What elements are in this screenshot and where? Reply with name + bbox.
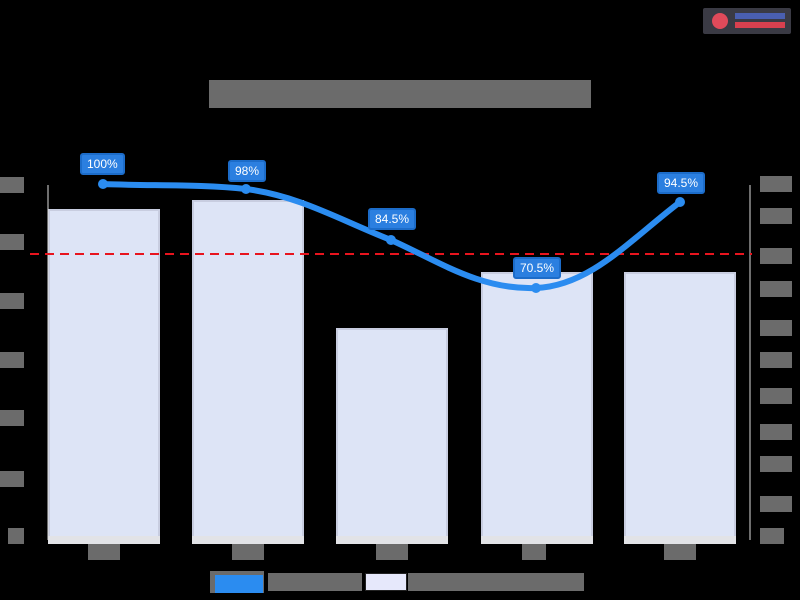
bar-3[interactable] — [336, 328, 448, 538]
x-axis-label: [cat3] — [376, 544, 408, 560]
logo-text-line-2 — [735, 22, 785, 28]
data-label: 84.5% — [368, 208, 417, 230]
bar-base — [336, 536, 448, 544]
brand-logo — [703, 8, 791, 34]
line-point — [386, 235, 396, 245]
right-axis-tick — [760, 456, 792, 472]
x-axis-label: [cat1] — [88, 544, 120, 560]
left-axis-tick — [0, 293, 24, 309]
right-axis-tick — [760, 281, 792, 297]
right-axis-tick — [760, 176, 792, 192]
legend-label-bar[interactable]: [bar series] — [408, 573, 584, 591]
bar-5[interactable] — [624, 272, 736, 538]
left-axis-tick — [8, 528, 24, 544]
x-axis-label: [cat4] — [522, 544, 546, 560]
bar-base — [481, 536, 593, 544]
bar-4[interactable] — [481, 272, 593, 538]
bar-2[interactable] — [192, 200, 304, 538]
left-axis-tick — [0, 471, 24, 487]
data-label: 70.5% — [513, 257, 562, 279]
left-axis-tick — [0, 352, 24, 368]
right-axis-tick — [760, 320, 792, 336]
line-point — [241, 184, 251, 194]
left-axis-tick — [0, 177, 24, 193]
bar-1[interactable] — [48, 209, 160, 538]
legend-swatch-bar[interactable] — [365, 573, 407, 591]
x-axis-label: [cat2] — [232, 544, 264, 560]
legend: [line series] [bar series] — [208, 569, 584, 595]
logo-text-line-1 — [735, 13, 785, 19]
line-point — [675, 197, 685, 207]
data-label: 94.5% — [657, 172, 706, 194]
right-axis-tick — [760, 496, 792, 512]
right-axis-tick — [760, 352, 792, 368]
bar-base — [624, 536, 736, 544]
right-axis-tick — [760, 388, 792, 404]
right-axis-tick — [760, 424, 792, 440]
legend-label-line[interactable]: [line series] — [268, 573, 362, 591]
line-point — [98, 179, 108, 189]
left-axis-tick — [0, 234, 24, 250]
legend-swatch-line[interactable] — [210, 571, 264, 593]
logo-mark-icon — [712, 13, 728, 29]
data-label: 98% — [228, 160, 267, 182]
line-point — [531, 283, 541, 293]
left-axis-tick — [0, 410, 24, 426]
data-label: 100% — [80, 153, 125, 175]
x-axis-label: [cat5] — [664, 544, 696, 560]
bar-base — [48, 536, 160, 544]
right-axis-tick — [760, 248, 792, 264]
right-axis-tick — [760, 528, 784, 544]
chart-title: [obscured title text] — [209, 80, 591, 108]
bar-base — [192, 536, 304, 544]
right-axis-tick — [760, 208, 792, 224]
